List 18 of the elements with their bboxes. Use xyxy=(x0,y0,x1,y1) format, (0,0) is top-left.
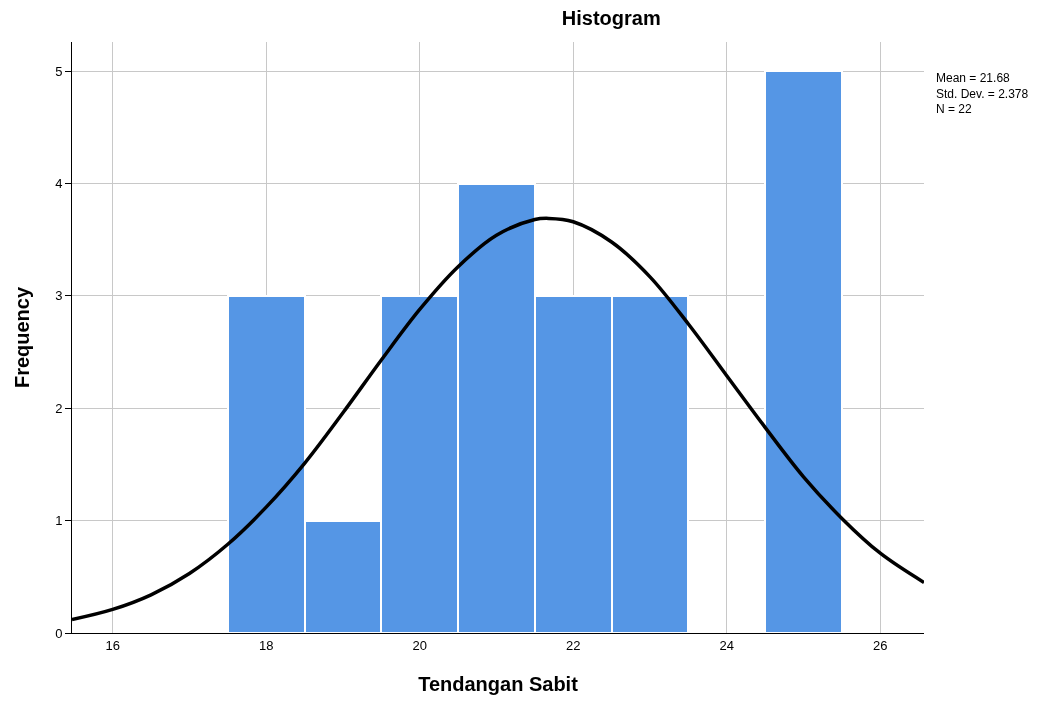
x-tick-label: 20 xyxy=(412,637,427,653)
y-tick-label: 2 xyxy=(55,400,63,416)
y-axis-title: Frequency xyxy=(10,286,33,389)
y-tick-label: 5 xyxy=(55,63,63,79)
text: N = 22 xyxy=(936,102,973,117)
y-tick-label: 0 xyxy=(55,625,63,641)
y-tick-label: 1 xyxy=(55,513,63,529)
x-tick-label: 16 xyxy=(105,637,120,653)
x-axis-title: Tendangan Sabit xyxy=(418,673,579,696)
text: Mean = 21.68 xyxy=(936,71,1011,85)
text: Std. Dev. = 2.378 xyxy=(936,86,1029,101)
x-tick-label: 22 xyxy=(565,637,581,653)
x-tick-label: 24 xyxy=(719,637,734,653)
y-tick-label: 3 xyxy=(55,288,63,304)
x-tick-label: 18 xyxy=(258,637,274,653)
y-tick-label: 4 xyxy=(55,176,63,192)
chart-title: Histogram xyxy=(561,6,661,29)
x-tick-label: 26 xyxy=(873,637,888,653)
